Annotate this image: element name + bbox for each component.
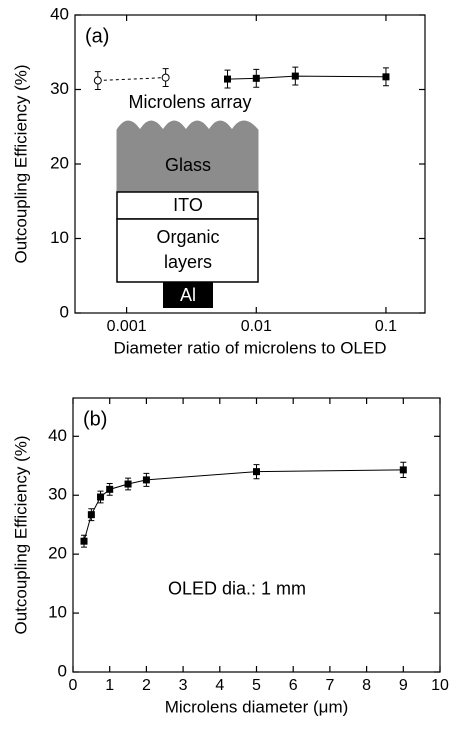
y-tick-label: 40 — [48, 426, 67, 445]
y-tick-label: 30 — [48, 485, 67, 504]
x-tick-label: 1 — [105, 677, 114, 694]
data-point — [124, 480, 132, 488]
y-tick-label: 30 — [50, 79, 69, 98]
data-point — [142, 476, 150, 484]
x-tick-label: 10 — [431, 677, 449, 694]
glass-layer — [116, 120, 259, 193]
x-tick-label: 2 — [142, 677, 151, 694]
data-point — [252, 74, 260, 82]
data-point — [97, 493, 105, 501]
panel-label: (b) — [83, 408, 107, 430]
annotation: OLED dia.: 1 mm — [168, 578, 306, 598]
data-point — [224, 75, 232, 83]
x-tick-label: 7 — [325, 677, 334, 694]
data-point — [253, 468, 260, 476]
plot-frame — [72, 397, 441, 673]
series-line — [227, 75, 386, 80]
data-point — [93, 76, 102, 85]
al-layer — [163, 282, 213, 308]
x-tick-label: 0 — [69, 677, 78, 694]
series-line — [97, 77, 166, 82]
panel-label: (a) — [85, 25, 109, 47]
y-axis-label: Outcoupling Efficiency (%) — [11, 64, 30, 263]
x-axis-label: Microlens diameter (μm) — [165, 697, 349, 716]
inset-label: ITO — [173, 195, 203, 215]
x-tick-label: 8 — [362, 677, 371, 694]
series-line — [83, 469, 404, 542]
inset-label: Organic — [156, 227, 219, 247]
data-point — [87, 511, 95, 519]
x-tick-label: 4 — [215, 677, 224, 694]
ito-layer — [116, 191, 259, 220]
data-point — [399, 466, 407, 474]
data-point — [161, 73, 170, 82]
y-tick-label: 20 — [48, 544, 67, 563]
y-tick-label: 10 — [50, 228, 69, 247]
inset-label: Al — [180, 285, 196, 305]
x-axis-label: Diameter ratio of microlens to OLED — [113, 338, 386, 357]
x-tick-label: 9 — [399, 677, 408, 694]
inset-label: Glass — [165, 155, 211, 175]
data-point — [382, 73, 390, 81]
y-tick-label: 0 — [58, 661, 67, 680]
x-tick-label: 0.001 — [107, 318, 147, 335]
y-tick-label: 20 — [50, 153, 69, 172]
x-tick-label: 5 — [252, 677, 261, 694]
y-axis-label: Outcoupling Efficiency (%) — [11, 435, 30, 634]
y-tick-label: 0 — [60, 302, 69, 321]
x-tick-label: 0.01 — [241, 318, 272, 335]
data-point — [80, 537, 88, 545]
data-point — [106, 485, 114, 493]
x-tick-label: 0.1 — [375, 318, 397, 335]
x-tick-label: 6 — [289, 677, 298, 694]
x-tick-label: 3 — [179, 677, 188, 694]
inset-label: layers — [164, 252, 212, 272]
inset-diagram: Microlens array Glass ITO Organic layers… — [116, 92, 259, 308]
data-point — [291, 72, 299, 80]
y-tick-label: 10 — [48, 603, 67, 622]
inset-label: Microlens array — [128, 92, 251, 112]
y-tick-label: 40 — [50, 4, 69, 23]
